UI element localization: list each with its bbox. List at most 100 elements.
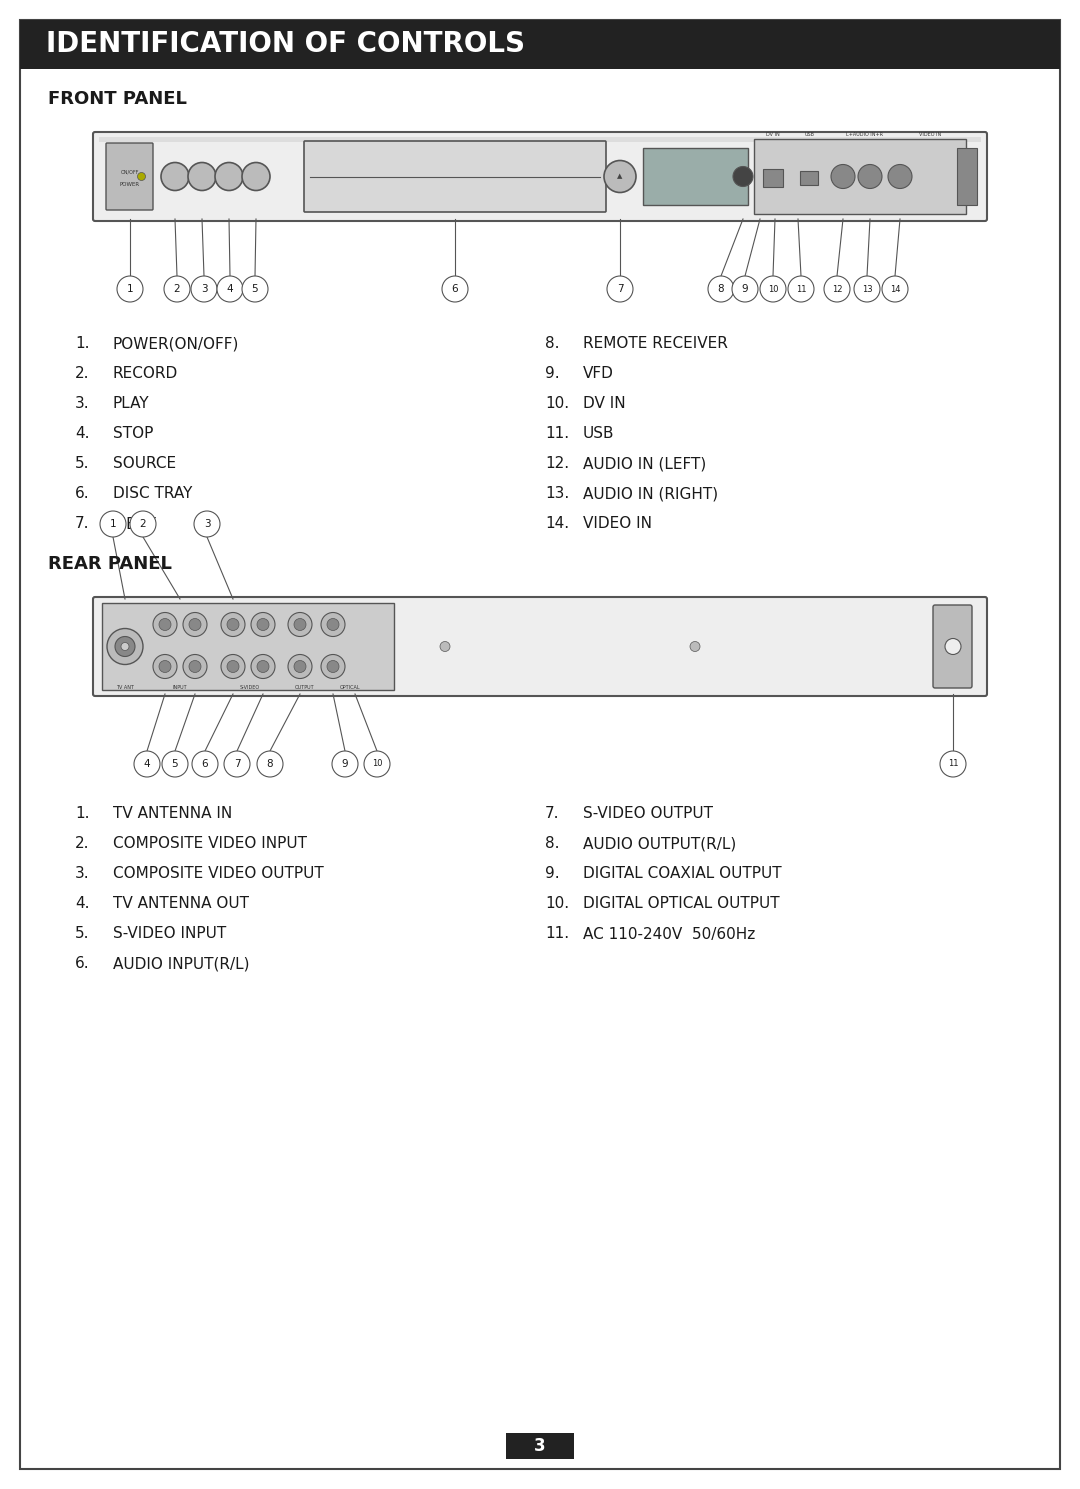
Text: 10.: 10. [545, 396, 569, 411]
Text: AC 110-240V  50/60Hz: AC 110-240V 50/60Hz [583, 926, 755, 941]
Text: 9.: 9. [545, 366, 559, 381]
Bar [507, 1432, 573, 1459]
Circle shape [294, 618, 306, 630]
Text: 1.: 1. [75, 807, 90, 822]
Text: 3: 3 [535, 1437, 545, 1455]
Text: TV ANTENNA OUT: TV ANTENNA OUT [113, 896, 249, 911]
Circle shape [854, 275, 880, 302]
Text: TV ANTENNA IN: TV ANTENNA IN [113, 807, 232, 822]
Text: DV IN: DV IN [583, 396, 625, 411]
Circle shape [162, 750, 188, 777]
Circle shape [121, 642, 129, 651]
Text: S-VIDEO OUTPUT: S-VIDEO OUTPUT [583, 807, 713, 822]
Circle shape [217, 275, 243, 302]
Circle shape [224, 750, 249, 777]
Circle shape [251, 612, 275, 636]
Text: REMOTE RECEIVER: REMOTE RECEIVER [583, 337, 728, 351]
Circle shape [227, 618, 239, 630]
Text: OPTICAL: OPTICAL [340, 685, 361, 689]
Text: 5: 5 [172, 759, 178, 768]
Text: COMPOSITE VIDEO OUTPUT: COMPOSITE VIDEO OUTPUT [113, 867, 324, 881]
Circle shape [189, 661, 201, 673]
Text: 5.: 5. [75, 457, 90, 472]
Text: TV ANT: TV ANT [116, 685, 134, 689]
Text: 3.: 3. [75, 396, 90, 411]
Circle shape [327, 618, 339, 630]
Text: AUDIO IN (LEFT): AUDIO IN (LEFT) [583, 457, 706, 472]
Text: REAR PANEL: REAR PANEL [48, 555, 172, 573]
FancyBboxPatch shape [933, 605, 972, 688]
Circle shape [251, 655, 275, 679]
Circle shape [100, 511, 126, 538]
Circle shape [114, 636, 135, 657]
Circle shape [161, 162, 189, 191]
Text: EJECT: EJECT [113, 517, 157, 532]
Text: 13.: 13. [545, 487, 569, 502]
Circle shape [321, 612, 345, 636]
Text: SOURCE: SOURCE [113, 457, 176, 472]
Text: COMPOSITE VIDEO INPUT: COMPOSITE VIDEO INPUT [113, 837, 307, 852]
Text: 2.: 2. [75, 837, 90, 852]
Circle shape [137, 173, 146, 180]
Circle shape [708, 275, 734, 302]
Text: DIGITAL COAXIAL OUTPUT: DIGITAL COAXIAL OUTPUT [583, 867, 782, 881]
Circle shape [364, 750, 390, 777]
Text: 9: 9 [341, 759, 349, 768]
Text: 1.: 1. [75, 337, 90, 351]
Text: 6.: 6. [75, 956, 90, 971]
Circle shape [733, 167, 753, 186]
Circle shape [242, 275, 268, 302]
Text: ▲: ▲ [618, 174, 623, 180]
FancyBboxPatch shape [93, 597, 987, 695]
Text: AUDIO OUTPUT(R/L): AUDIO OUTPUT(R/L) [583, 837, 737, 852]
Bar [762, 168, 783, 186]
Circle shape [107, 628, 143, 664]
Circle shape [332, 750, 357, 777]
Text: ON/OFF: ON/OFF [120, 170, 138, 176]
Circle shape [153, 655, 177, 679]
Text: 11: 11 [948, 759, 958, 768]
Text: 3: 3 [204, 520, 211, 529]
Circle shape [858, 164, 882, 189]
FancyBboxPatch shape [106, 143, 153, 210]
Text: USB: USB [583, 426, 615, 442]
Text: 7.: 7. [545, 807, 559, 822]
Text: DIGITAL OPTICAL OUTPUT: DIGITAL OPTICAL OUTPUT [583, 896, 780, 911]
Text: 13: 13 [862, 284, 873, 293]
Circle shape [192, 750, 218, 777]
Circle shape [288, 612, 312, 636]
Text: 3: 3 [201, 284, 207, 293]
Text: DV IN: DV IN [766, 133, 780, 137]
Text: USB: USB [805, 133, 815, 137]
Circle shape [788, 275, 814, 302]
Text: PLAY: PLAY [113, 396, 150, 411]
Circle shape [257, 618, 269, 630]
Circle shape [327, 661, 339, 673]
Text: 5.: 5. [75, 926, 90, 941]
FancyBboxPatch shape [754, 138, 966, 214]
Text: 6: 6 [202, 759, 208, 768]
Circle shape [130, 511, 156, 538]
Circle shape [294, 661, 306, 673]
Circle shape [945, 639, 961, 655]
FancyBboxPatch shape [93, 133, 987, 220]
Circle shape [732, 275, 758, 302]
Text: 14: 14 [890, 284, 901, 293]
Text: 8.: 8. [545, 837, 559, 852]
Text: VFD: VFD [583, 366, 613, 381]
FancyBboxPatch shape [643, 147, 748, 205]
Bar [957, 147, 977, 205]
Circle shape [607, 275, 633, 302]
Circle shape [604, 161, 636, 192]
Text: 7.: 7. [75, 517, 90, 532]
Bar [99, 137, 981, 141]
Text: RECORD: RECORD [113, 366, 178, 381]
Circle shape [159, 618, 171, 630]
Circle shape [189, 618, 201, 630]
Text: 4: 4 [144, 759, 150, 768]
Circle shape [159, 661, 171, 673]
Text: 2: 2 [139, 520, 146, 529]
Text: DISC TRAY: DISC TRAY [113, 487, 192, 502]
Text: 2.: 2. [75, 366, 90, 381]
Circle shape [134, 750, 160, 777]
